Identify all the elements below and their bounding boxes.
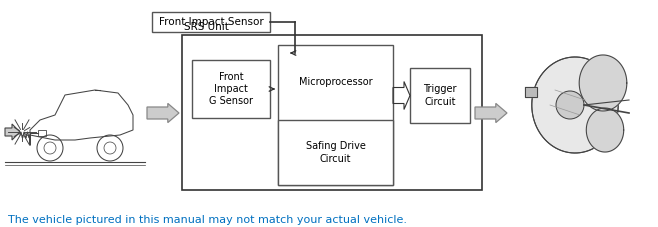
Polygon shape [532,57,619,153]
Polygon shape [586,108,624,152]
Text: Front Impact Sensor: Front Impact Sensor [159,17,263,27]
Polygon shape [147,104,179,123]
Text: Trigger
Circuit: Trigger Circuit [423,84,457,107]
Text: Safing Drive
Circuit: Safing Drive Circuit [305,141,365,164]
Polygon shape [579,55,627,111]
Bar [152,12,270,32]
Polygon shape [5,124,20,140]
Text: Front
Impact
G Sensor: Front Impact G Sensor [209,72,253,106]
Circle shape [556,91,584,119]
Bar [410,68,470,123]
Bar [278,45,393,185]
Text: Microprocessor: Microprocessor [299,77,372,87]
Text: The vehicle pictured in this manual may not match your actual vehicle.: The vehicle pictured in this manual may … [8,215,407,225]
Bar [38,130,46,136]
Text: SRS Unit: SRS Unit [184,22,229,32]
Bar [182,35,482,190]
Polygon shape [475,104,507,123]
Polygon shape [525,87,537,97]
Bar [192,60,270,118]
Bar [278,120,393,185]
